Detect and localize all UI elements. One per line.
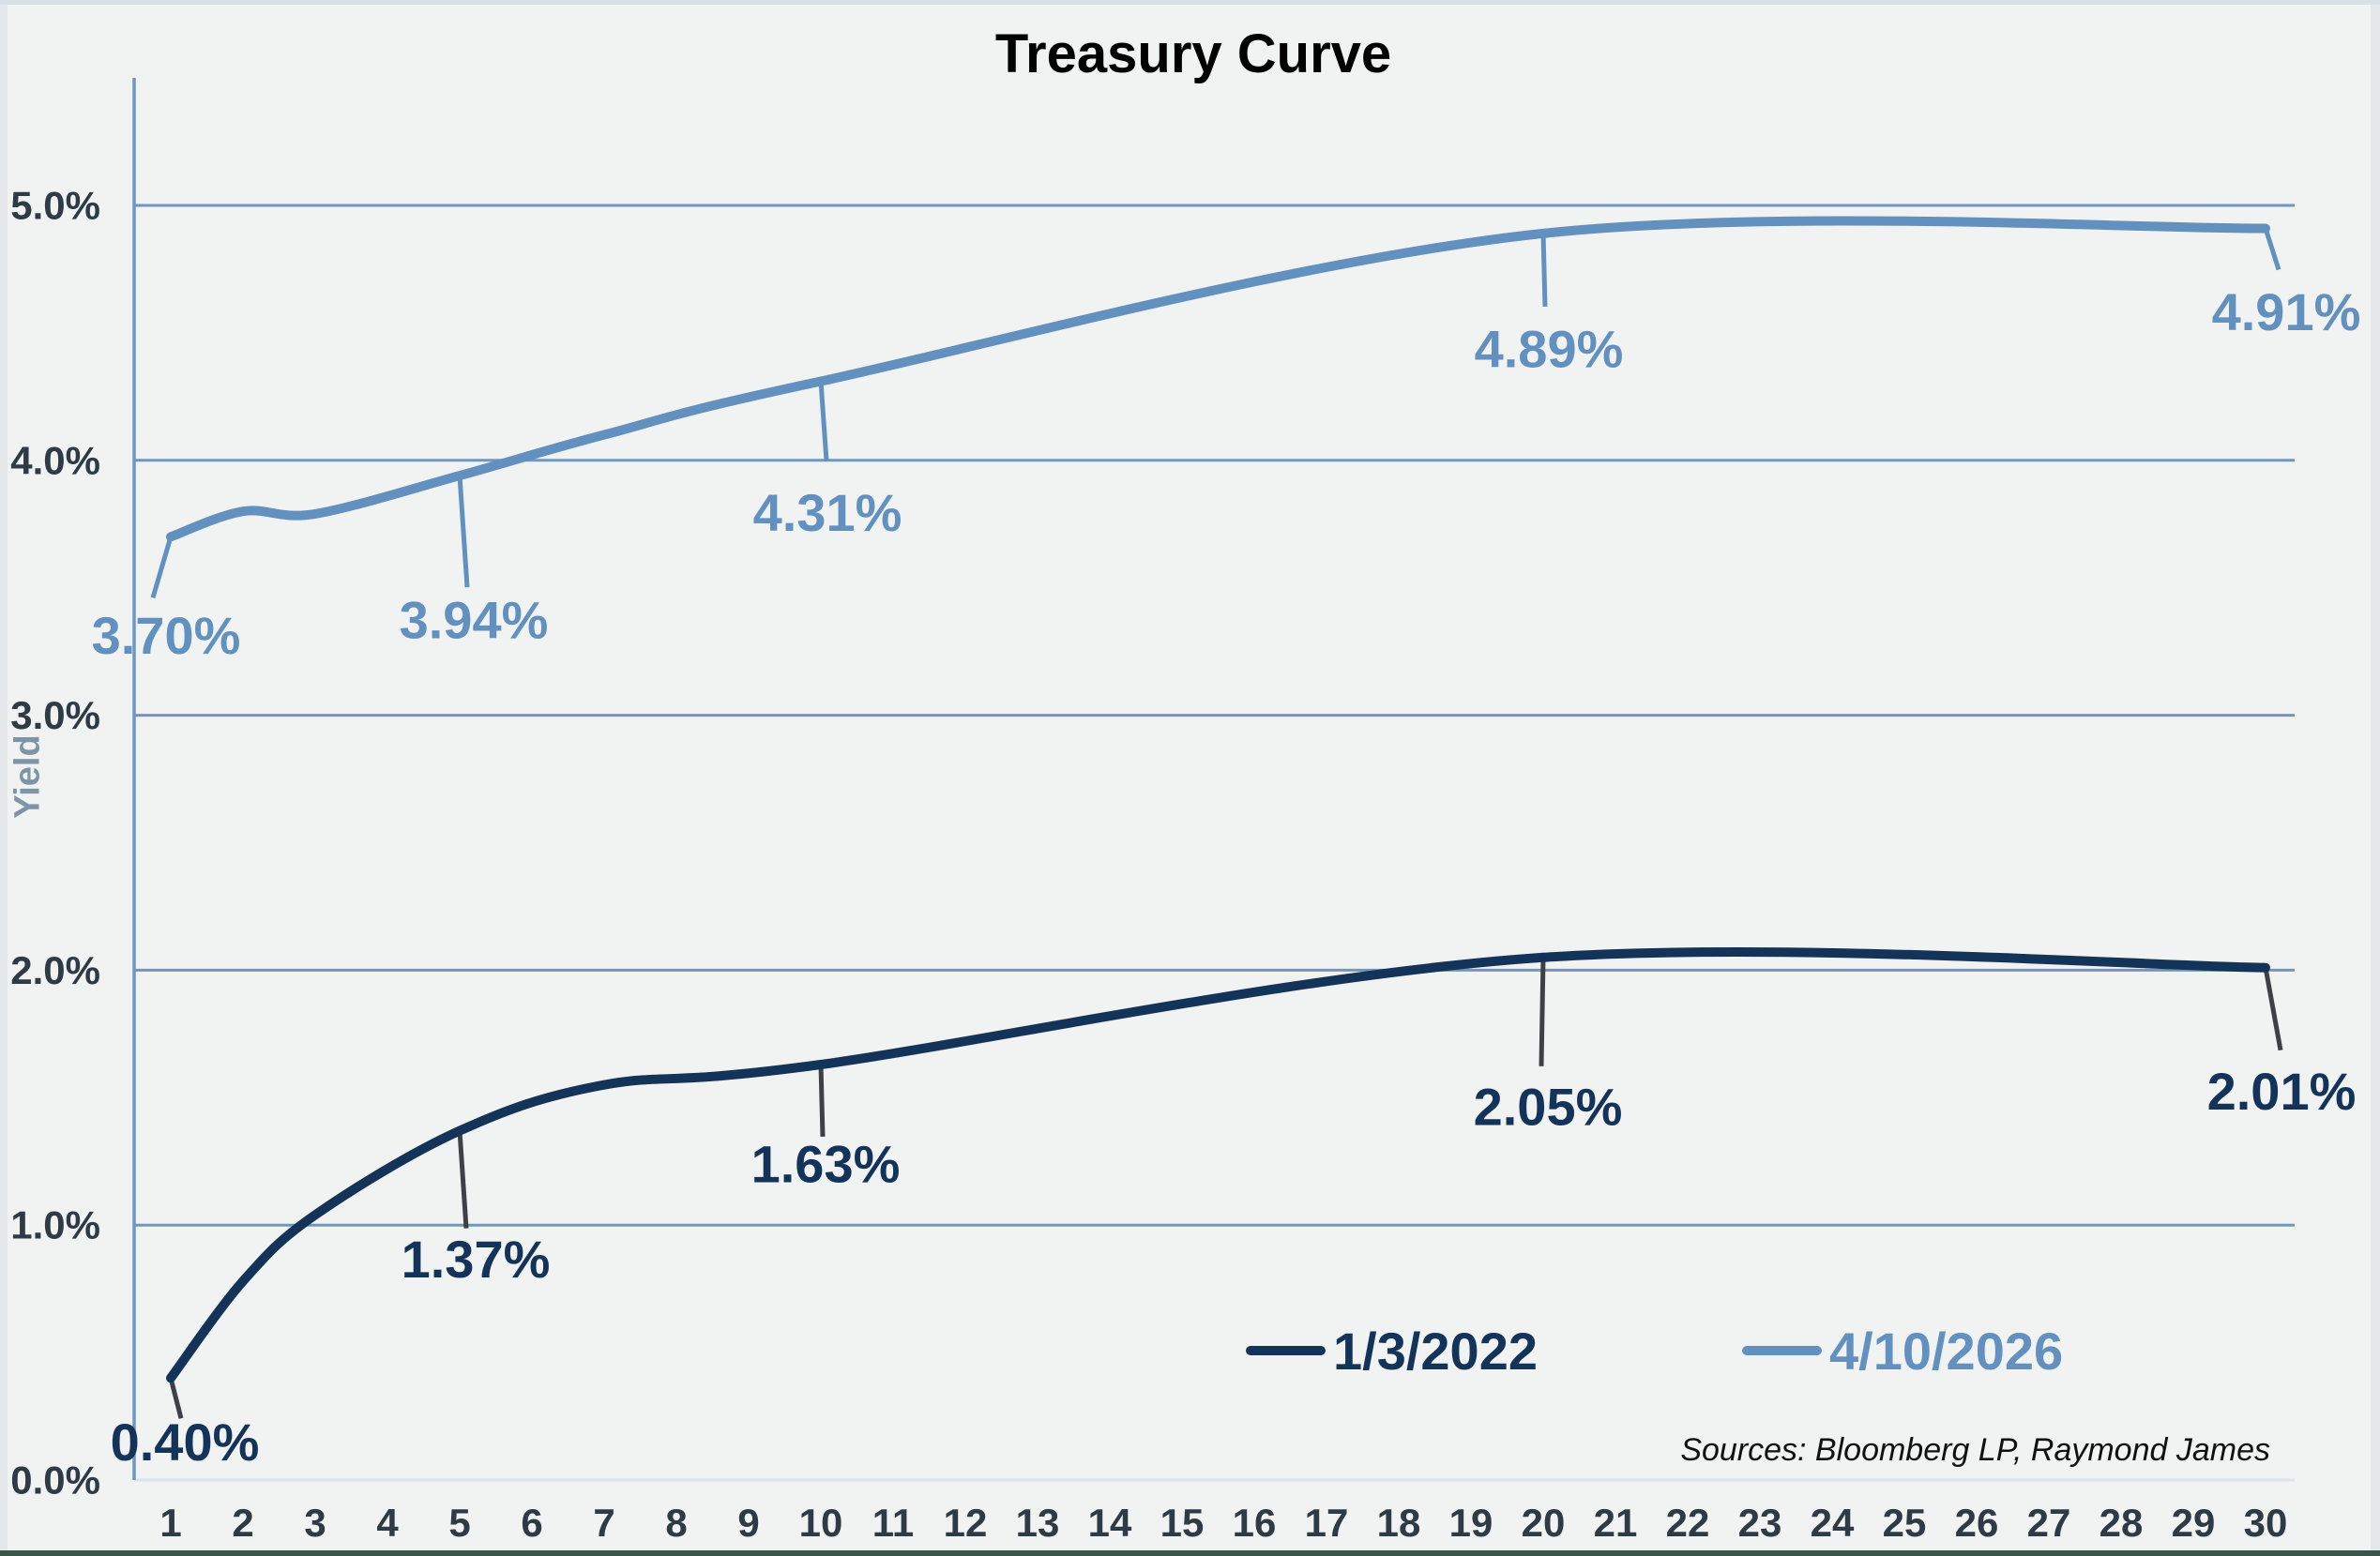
data-label-1.63%: 1.63% [751,1134,901,1193]
x-tick-label-26: 26 [1955,1501,1999,1545]
y-tick-label-0.0%: 0.0% [10,1458,100,1503]
legend-line-swatch-navy [1246,1346,1326,1355]
frame-border-top [0,0,2380,5]
data-label-4.91%: 4.91% [2212,282,2361,341]
data-label-4.89%: 4.89% [1475,319,1624,378]
frame-border-right [2371,5,2380,1550]
x-tick-label-27: 27 [2027,1501,2071,1545]
x-tick-label-18: 18 [1377,1501,1421,1545]
x-tick-label-19: 19 [1449,1501,1493,1545]
x-tick-label-12: 12 [944,1501,988,1545]
series-line-1/3/2022 [166,946,2270,1383]
x-tick-label-3: 3 [304,1501,326,1545]
x-tick-label-9: 9 [737,1501,759,1545]
data-label-leader-4/10/2026 [2263,227,2281,271]
data-label-2.05%: 2.05% [1474,1077,1623,1136]
x-tick-label-25: 25 [1883,1501,1927,1545]
x-tick-label-15: 15 [1160,1501,1205,1545]
x-tick-label-4: 4 [376,1501,399,1545]
y-axis-title: Yield [8,734,48,819]
data-label-3.70%: 3.70% [92,606,241,665]
data-label-leader-4/10/2026 [457,475,470,588]
x-tick-label-30: 30 [2244,1501,2288,1545]
data-label-leader-4/10/2026 [150,536,174,599]
y-tick-label-4.0%: 4.0% [10,438,100,482]
chart-title: Treasury Curve [994,23,1392,84]
x-tick-label-17: 17 [1305,1501,1349,1545]
data-label-leader-4/10/2026 [818,381,829,461]
x-tick-label-21: 21 [1594,1501,1638,1545]
sources-note: Sources: Bloomberg LP, Raymond James [1680,1432,2270,1468]
x-tick-label-16: 16 [1233,1501,1277,1545]
x-tick-label-13: 13 [1016,1501,1060,1545]
data-label-1.37%: 1.37% [402,1230,551,1289]
legend-item-1-3-2022: 1/3/2022 [1246,1320,1538,1382]
x-tick-label-1: 1 [159,1501,181,1545]
x-tick-label-20: 20 [1522,1501,1566,1545]
x-tick-label-23: 23 [1738,1501,1782,1545]
x-tick-label-29: 29 [2172,1501,2216,1545]
x-tick-label-11: 11 [872,1501,914,1545]
x-tick-label-24: 24 [1811,1501,1855,1545]
x-tick-label-8: 8 [665,1501,687,1545]
data-label-leader-1/3/2022 [2263,967,2283,1051]
data-label-2.01%: 2.01% [2207,1062,2357,1121]
data-label-leader-4/10/2026 [1540,233,1548,307]
legend-line-swatch-blue [1742,1346,1822,1355]
y-tick-label-5.0%: 5.0% [10,184,100,228]
x-tick-label-2: 2 [232,1501,253,1545]
data-label-leader-1/3/2022 [457,1130,469,1229]
data-label-leader-1/3/2022 [1539,957,1546,1066]
frame-border-bottom [0,1550,2380,1556]
y-tick-label-1.0%: 1.0% [10,1203,100,1247]
data-label-4.31%: 4.31% [753,483,902,542]
data-label-0.40%: 0.40% [111,1412,260,1472]
legend-label: 4/10/2026 [1829,1321,2064,1381]
data-label-leader-1/3/2022 [168,1377,184,1419]
x-tick-label-7: 7 [593,1501,614,1545]
y-tick-label-2.0%: 2.0% [10,948,100,992]
legend-item-4-10-2026: 4/10/2026 [1742,1320,2063,1382]
x-tick-label-14: 14 [1088,1501,1132,1545]
series-line-4/10/2026 [166,216,2270,542]
x-tick-label-22: 22 [1666,1501,1710,1545]
x-tick-label-10: 10 [799,1501,843,1545]
x-tick-label-5: 5 [448,1501,470,1545]
x-tick-label-6: 6 [521,1501,542,1545]
frame-border-left [0,5,8,1550]
legend-label: 1/3/2022 [1333,1321,1538,1381]
data-label-leader-1/3/2022 [818,1064,826,1138]
data-label-3.94%: 3.94% [400,591,549,650]
y-tick-label-3.0%: 3.0% [10,693,100,737]
x-tick-label-28: 28 [2100,1501,2144,1545]
